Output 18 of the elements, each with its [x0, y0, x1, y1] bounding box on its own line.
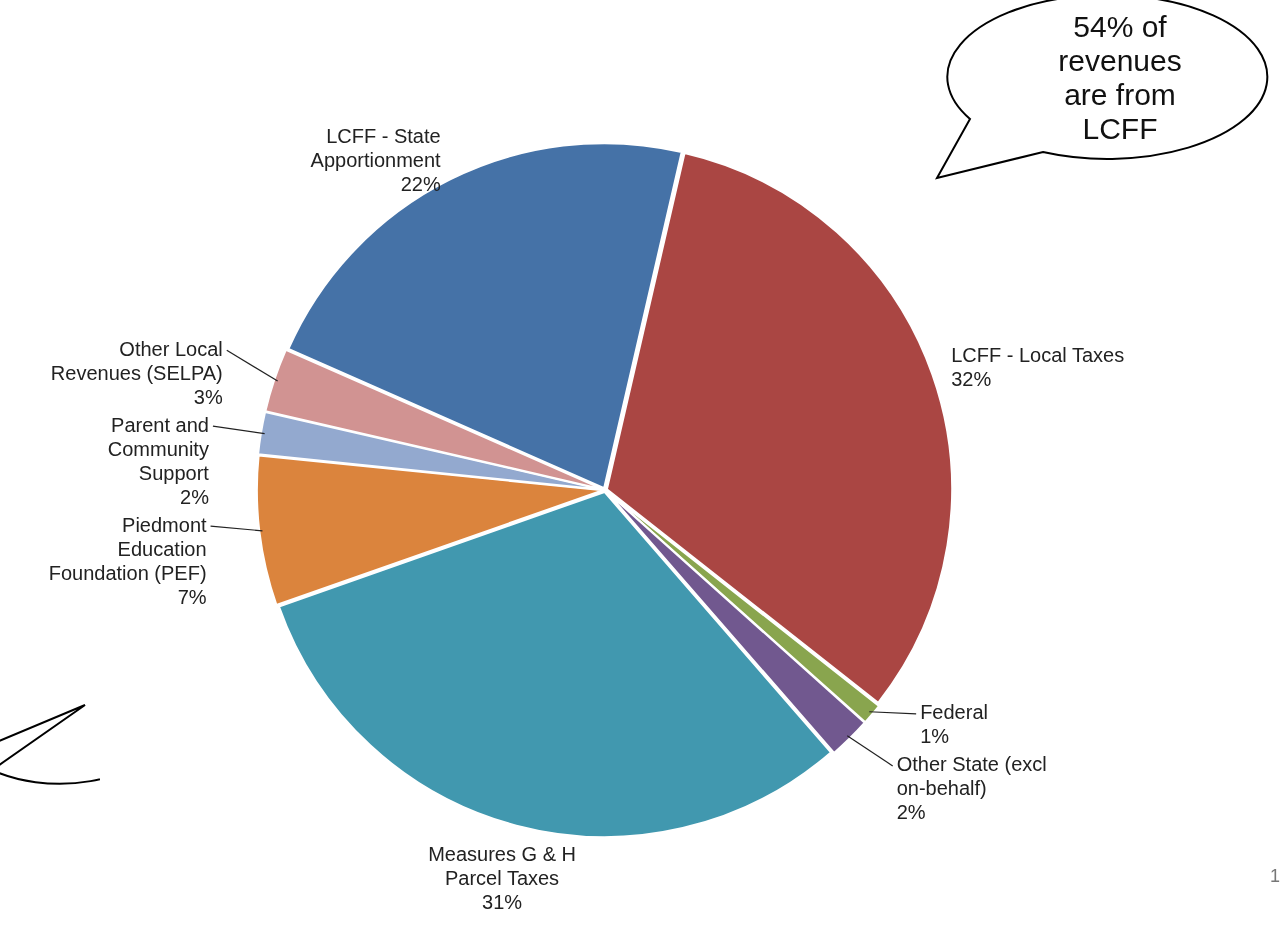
- slice-label: Other Local Revenues (SELPA): [50, 337, 223, 384]
- data-label: 32%: [951, 367, 992, 390]
- data-label: 3%: [193, 385, 223, 408]
- text: 54% of revenues are from LCFF: [1057, 10, 1183, 146]
- slice-label: Federal: [920, 701, 988, 724]
- data-label: 31%: [482, 891, 523, 914]
- data-label: 1%: [920, 725, 950, 748]
- text: 1: [1270, 866, 1281, 887]
- slice-label: Parent and Community Support: [107, 413, 210, 484]
- data-label: 2%: [896, 801, 926, 824]
- slice-label: Measures G & H Parcel Taxes: [428, 843, 576, 890]
- slice-label: Other State (excl on-behalf): [896, 753, 1047, 800]
- data-label: 7%: [177, 585, 207, 608]
- slice-label: LCFF - Local Taxes: [951, 343, 1125, 366]
- data-label: 2%: [180, 485, 210, 508]
- data-label: 22%: [400, 173, 441, 196]
- slice-label: Piedmont Education Foundation (PEF): [48, 513, 208, 584]
- slice-label: LCFF - State Apportionment: [310, 125, 442, 172]
